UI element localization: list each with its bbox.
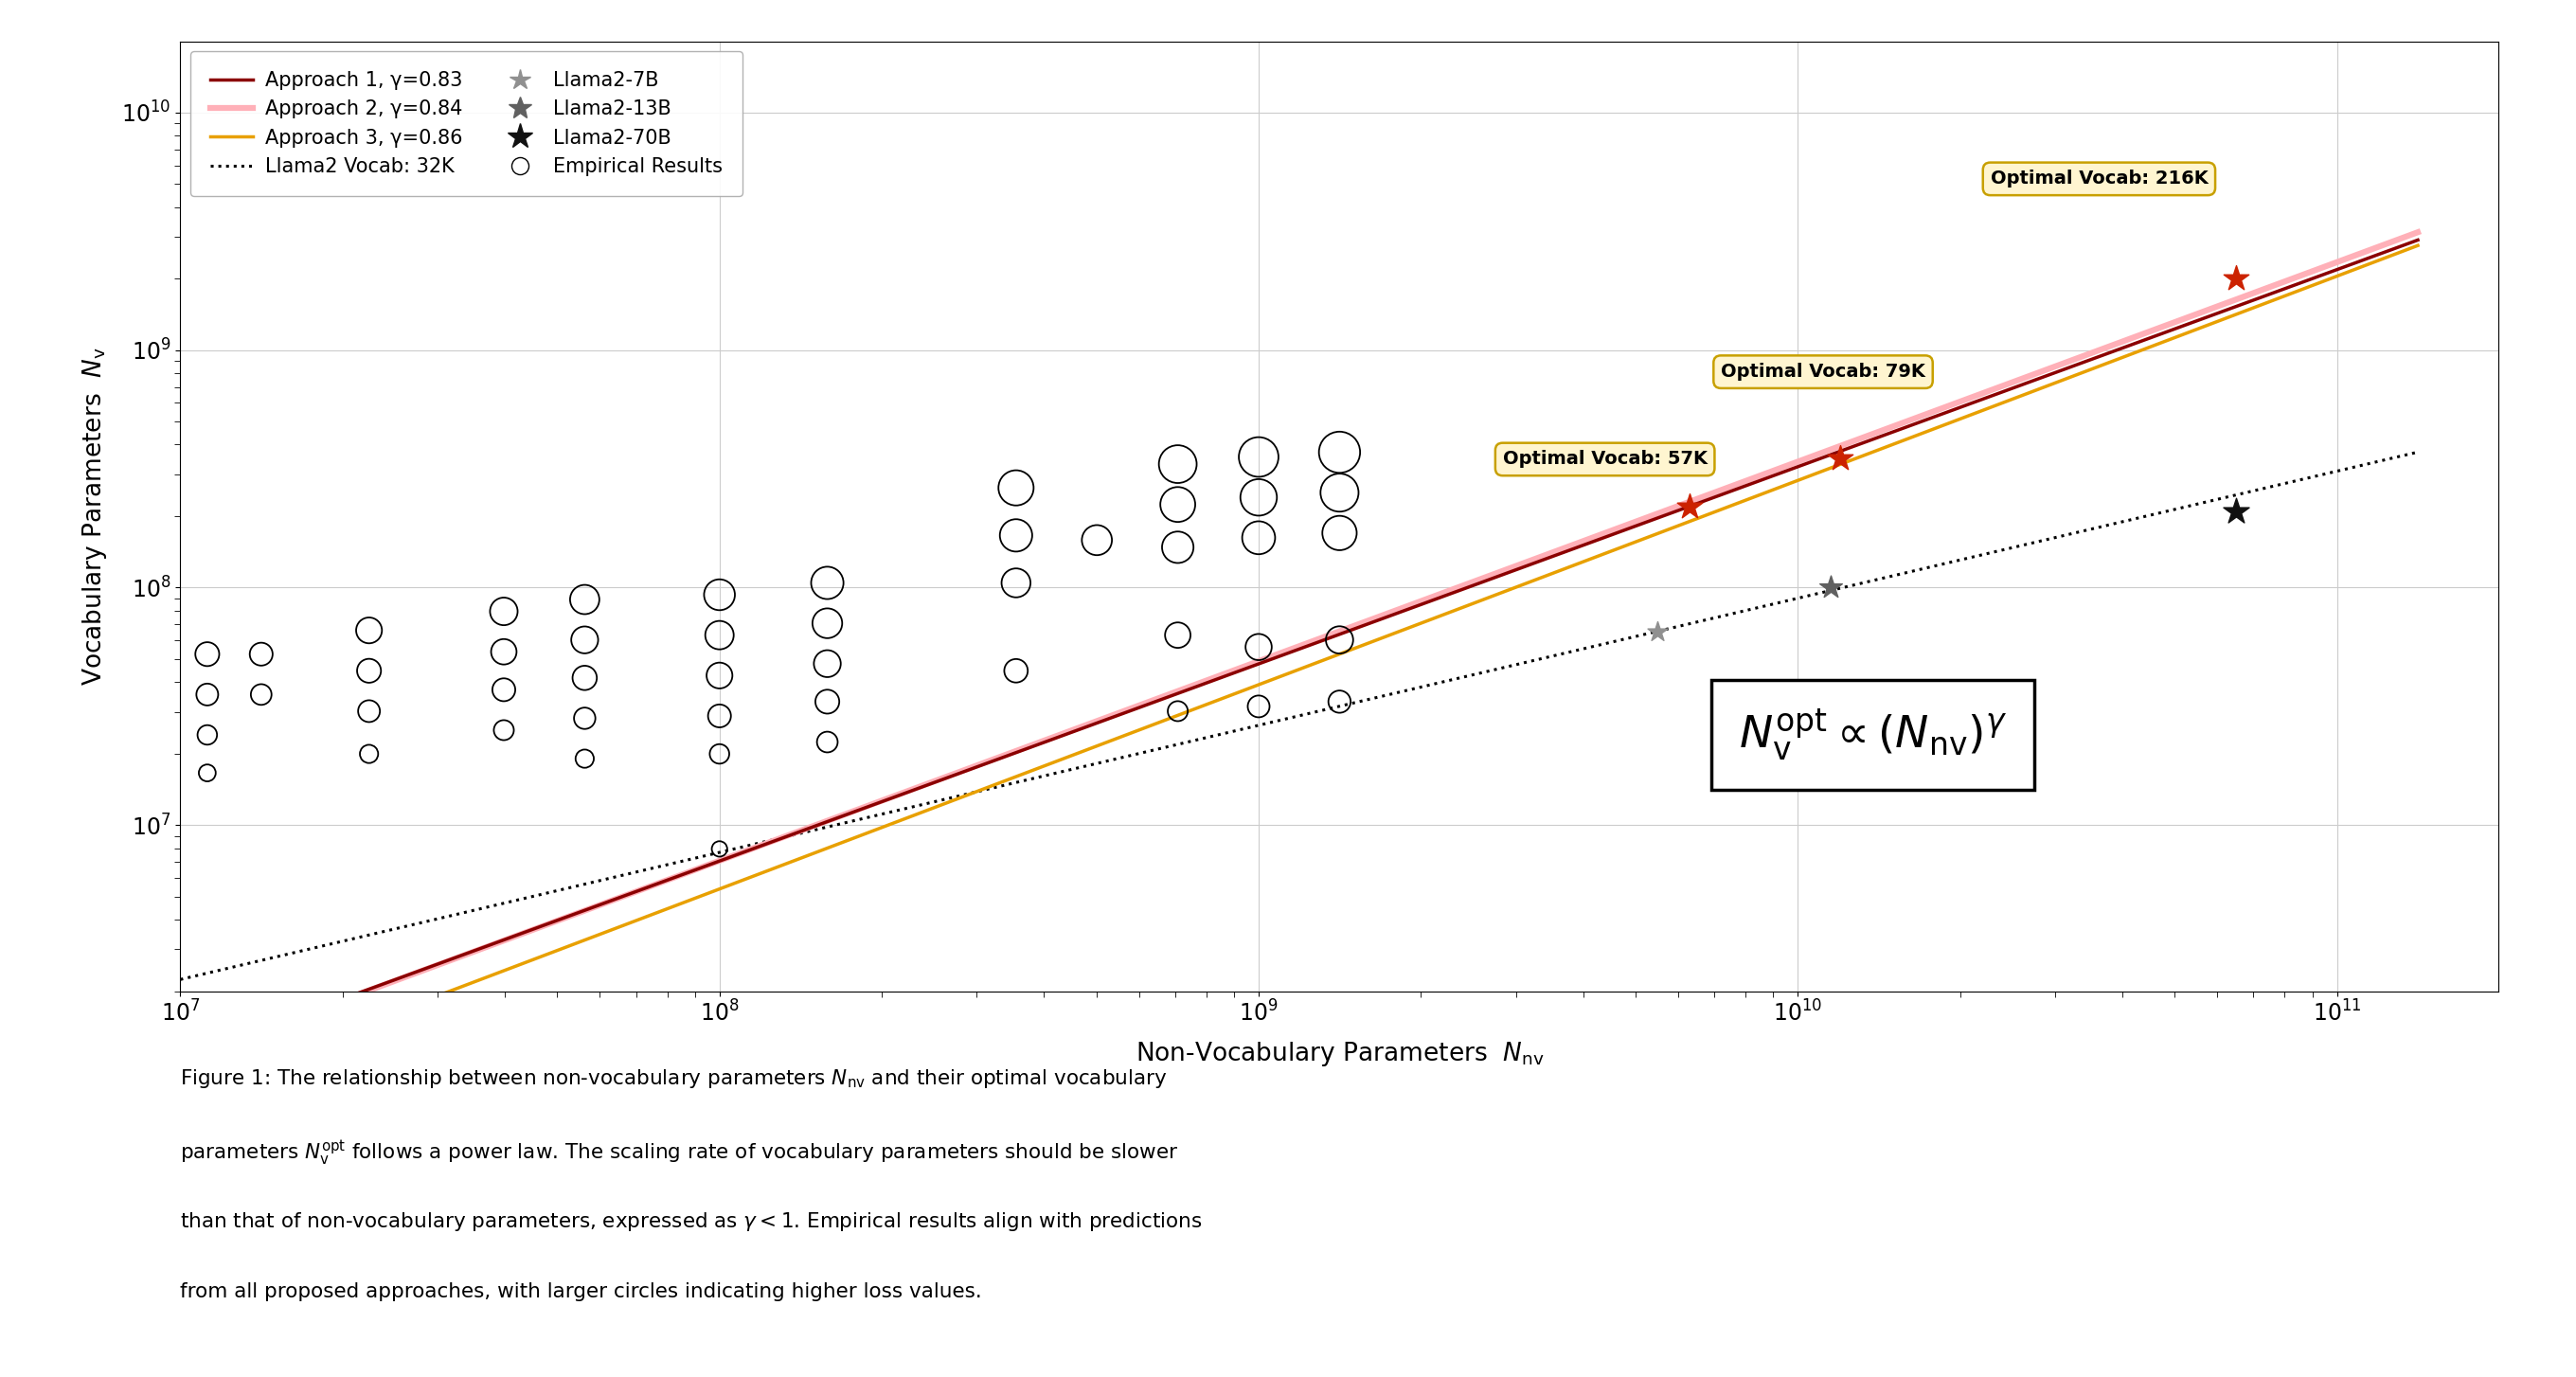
Point (994, 660, 1036, 682)
Point (484, 600, 526, 622)
Text: Optimal Vocab: 216K: Optimal Vocab: 216K (1991, 169, 2208, 187)
Point (1239, 446, 1280, 468)
Point (1319, 482, 1360, 504)
Point (185, 761, 227, 784)
Text: Figure 1: The relationship between non-vocabulary parameters $N_{\mathrm{nv}}$ a: Figure 1: The relationship between non-v… (180, 1067, 1167, 1091)
Point (240, 683, 281, 705)
Point (240, 643, 281, 665)
Text: Optimal Vocab: 57K: Optimal Vocab: 57K (1502, 450, 1708, 468)
Point (698, 705, 739, 727)
Point (1669, 496, 1710, 518)
Point (1157, 453, 1198, 475)
Point (1157, 700, 1198, 722)
Point (698, 584, 739, 606)
Point (1077, 529, 1118, 551)
Y-axis label: Vocabulary Parameters  $N_{\mathrm{v}}$: Vocabulary Parameters $N_{\mathrm{v}}$ (80, 347, 108, 686)
Point (185, 643, 227, 665)
Point (806, 571, 848, 593)
Point (1157, 493, 1198, 515)
Point (348, 620, 389, 642)
Point (1319, 522, 1360, 544)
Point (484, 640, 526, 662)
Point (564, 748, 605, 770)
Legend: Approach 1, γ=0.83, Approach 2, γ=0.84, Approach 3, γ=0.86, Llama2 Vocab: 32K, L: Approach 1, γ=0.83, Approach 2, γ=0.84, … (191, 51, 742, 196)
Point (564, 588, 605, 610)
Point (2215, 267, 2257, 289)
Point (484, 719, 526, 741)
Point (348, 744, 389, 766)
Point (1319, 441, 1360, 463)
Text: Optimal Vocab: 79K: Optimal Vocab: 79K (1721, 364, 1924, 381)
Point (1319, 629, 1360, 651)
Point (348, 660, 389, 682)
Text: than that of non-vocabulary parameters, expressed as $\gamma < 1$. Empirical res: than that of non-vocabulary parameters, … (180, 1210, 1203, 1234)
Point (564, 629, 605, 651)
Point (1638, 620, 1680, 642)
Point (484, 679, 526, 701)
Point (698, 837, 739, 859)
Point (185, 724, 227, 746)
Point (564, 708, 605, 730)
Point (994, 571, 1036, 593)
Point (564, 666, 605, 688)
Point (806, 691, 848, 713)
Point (806, 613, 848, 635)
Point (185, 683, 227, 705)
Text: from all proposed approaches, with larger circles indicating higher loss values.: from all proposed approaches, with large… (180, 1282, 981, 1301)
Point (1239, 636, 1280, 658)
Point (2215, 500, 2257, 522)
Text: parameters $N_{\mathrm{v}}^{\mathrm{opt}}$ follows a power law. The scaling rate: parameters $N_{\mathrm{v}}^{\mathrm{opt}… (180, 1139, 1180, 1168)
Point (698, 744, 739, 766)
Point (1239, 695, 1280, 717)
Point (994, 525, 1036, 547)
Point (1319, 691, 1360, 713)
Text: $N_{\mathrm{v}}^{\mathrm{opt}} \propto (N_{\mathrm{nv}})^{\gamma}$: $N_{\mathrm{v}}^{\mathrm{opt}} \propto (… (1739, 706, 2007, 763)
Point (806, 731, 848, 753)
Point (994, 476, 1036, 498)
Point (698, 624, 739, 646)
Point (698, 665, 739, 687)
Point (1157, 536, 1198, 558)
Point (1157, 624, 1198, 646)
Point (1239, 527, 1280, 549)
Point (806, 653, 848, 675)
Point (348, 700, 389, 722)
Point (1811, 577, 1852, 599)
X-axis label: Non-Vocabulary Parameters  $N_{\mathrm{nv}}$: Non-Vocabulary Parameters $N_{\mathrm{nv… (1136, 1040, 1543, 1069)
Point (1239, 486, 1280, 508)
Point (1819, 448, 1860, 470)
